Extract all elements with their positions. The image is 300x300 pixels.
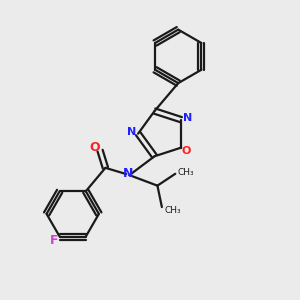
Text: N: N	[127, 127, 136, 137]
Text: CH₃: CH₃	[178, 168, 194, 177]
Text: O: O	[182, 146, 191, 156]
Text: O: O	[89, 140, 100, 154]
Text: F: F	[50, 234, 58, 247]
Text: N: N	[183, 113, 192, 123]
Text: N: N	[123, 167, 134, 180]
Text: CH₃: CH₃	[165, 206, 181, 214]
